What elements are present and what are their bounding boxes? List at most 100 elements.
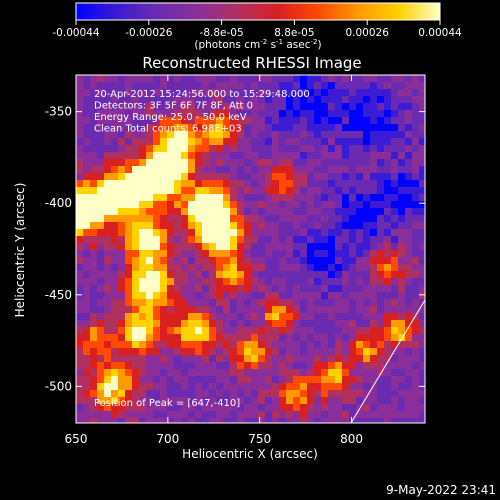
heatmap-cell	[167, 89, 175, 97]
heatmap-cell	[314, 390, 322, 398]
heatmap-cell	[300, 348, 308, 356]
heatmap-cell	[76, 285, 84, 293]
heatmap-cell	[398, 264, 406, 272]
heatmap-cell	[272, 271, 280, 279]
heatmap-cell	[83, 313, 91, 321]
heatmap-cell	[174, 348, 182, 356]
heatmap-cell	[251, 334, 259, 342]
heatmap-cell	[286, 180, 294, 188]
heatmap-cell	[118, 320, 126, 328]
heatmap-cell	[188, 355, 196, 363]
heatmap-cell	[118, 390, 126, 398]
heatmap-cell	[97, 397, 105, 405]
heatmap-cell	[223, 180, 231, 188]
heatmap-cell	[146, 313, 154, 321]
heatmap-cell	[209, 397, 217, 405]
heatmap-cell	[153, 138, 161, 146]
heatmap-cell	[230, 257, 238, 265]
heatmap-cell	[160, 411, 168, 419]
heatmap-cell	[237, 369, 245, 377]
heatmap-cell	[342, 362, 350, 370]
heatmap-cell	[209, 82, 217, 90]
heatmap-cell	[237, 418, 245, 423]
heatmap-cell	[97, 411, 105, 419]
limb-line	[350, 299, 425, 423]
heatmap-cell	[237, 96, 245, 104]
heatmap-cell	[202, 404, 210, 412]
heatmap-cell	[132, 89, 140, 97]
heatmap-cell	[230, 103, 238, 111]
heatmap-cell	[174, 75, 182, 83]
heatmap-cell	[412, 397, 420, 405]
heatmap-cell	[272, 89, 280, 97]
heatmap-cell	[363, 201, 371, 209]
heatmap-cell	[188, 124, 196, 132]
heatmap-cell	[391, 124, 399, 132]
heatmap-cell	[90, 320, 98, 328]
heatmap-cell	[153, 390, 161, 398]
heatmap-cell	[398, 82, 406, 90]
heatmap-cell	[356, 376, 364, 384]
heatmap-cell	[160, 117, 168, 125]
heatmap-cell	[384, 264, 392, 272]
heatmap-cell	[349, 131, 357, 139]
heatmap-cell	[384, 131, 392, 139]
heatmap-cell	[251, 173, 259, 181]
heatmap-cell	[370, 159, 378, 167]
heatmap-cell	[174, 201, 182, 209]
heatmap-cell	[398, 194, 406, 202]
heatmap-cell	[307, 236, 315, 244]
heatmap-cell	[342, 264, 350, 272]
heatmap-cell	[279, 348, 287, 356]
heatmap-cell	[384, 292, 392, 300]
heatmap-cell	[300, 96, 308, 104]
heatmap-cell	[209, 306, 217, 314]
heatmap-cell	[97, 257, 105, 265]
heatmap-cell	[321, 362, 329, 370]
heatmap-cell	[335, 82, 343, 90]
heatmap-cell	[265, 320, 273, 328]
heatmap-cell	[293, 201, 301, 209]
colorbar-tick-label: -8.8e-05	[200, 27, 244, 39]
heatmap-cell	[125, 383, 133, 391]
heatmap-cell	[314, 327, 322, 335]
heatmap-cell	[90, 348, 98, 356]
heatmap-cell	[111, 152, 119, 160]
heatmap-cell	[349, 327, 357, 335]
heatmap-cell	[321, 418, 329, 423]
heatmap-cell	[405, 236, 413, 244]
heatmap-cell	[237, 376, 245, 384]
heatmap-cell	[279, 313, 287, 321]
heatmap-cell	[370, 208, 378, 216]
heatmap-cell	[237, 334, 245, 342]
heatmap-cell	[335, 278, 343, 286]
heatmap-cell	[314, 96, 322, 104]
heatmap-cell	[293, 334, 301, 342]
heatmap-cell	[83, 327, 91, 335]
heatmap-cell	[139, 257, 147, 265]
heatmap-cell	[398, 103, 406, 111]
heatmap-cell	[405, 173, 413, 181]
heatmap-cell	[321, 103, 329, 111]
heatmap-cell	[356, 390, 364, 398]
heatmap-cell	[349, 250, 357, 258]
heatmap-cell	[146, 271, 154, 279]
heatmap-cell	[125, 236, 133, 244]
heatmap-cell	[146, 383, 154, 391]
heatmap-cell	[265, 341, 273, 349]
heatmap-cell	[335, 138, 343, 146]
heatmap-cell	[370, 110, 378, 118]
heatmap-cell	[244, 103, 252, 111]
heatmap-cell	[104, 341, 112, 349]
heatmap-cell	[335, 257, 343, 265]
heatmap-cell	[118, 285, 126, 293]
heatmap-cell	[132, 166, 140, 174]
heatmap-cell	[328, 278, 336, 286]
heatmap-cell	[125, 257, 133, 265]
heatmap-cell	[377, 264, 385, 272]
heatmap-cell	[230, 299, 238, 307]
heatmap-cell	[370, 180, 378, 188]
heatmap-cell	[83, 418, 91, 423]
heatmap-cell	[272, 250, 280, 258]
heatmap-cell	[335, 376, 343, 384]
